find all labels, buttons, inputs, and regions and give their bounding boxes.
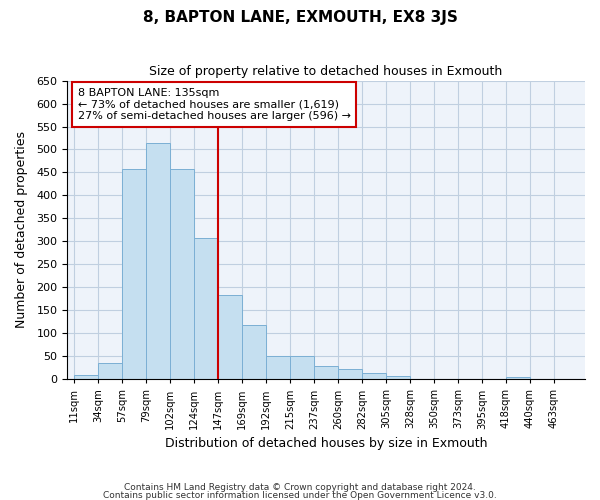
Title: Size of property relative to detached houses in Exmouth: Size of property relative to detached ho… [149, 65, 503, 78]
Bar [170, 169, 194, 380]
Bar [122, 169, 146, 380]
Bar [98, 363, 122, 380]
Bar [146, 142, 170, 380]
Bar [242, 325, 266, 380]
Bar [266, 356, 290, 380]
Bar [506, 377, 530, 380]
Bar [218, 295, 242, 380]
Text: 8 BAPTON LANE: 135sqm
← 73% of detached houses are smaller (1,619)
27% of semi-d: 8 BAPTON LANE: 135sqm ← 73% of detached … [77, 88, 350, 121]
Bar [314, 366, 338, 380]
Y-axis label: Number of detached properties: Number of detached properties [15, 132, 28, 328]
Bar [386, 376, 410, 380]
Text: 8, BAPTON LANE, EXMOUTH, EX8 3JS: 8, BAPTON LANE, EXMOUTH, EX8 3JS [143, 10, 457, 25]
Bar [362, 374, 386, 380]
Text: Contains public sector information licensed under the Open Government Licence v3: Contains public sector information licen… [103, 490, 497, 500]
Bar [338, 369, 362, 380]
Bar [290, 356, 314, 380]
Bar [74, 374, 98, 380]
X-axis label: Distribution of detached houses by size in Exmouth: Distribution of detached houses by size … [165, 437, 487, 450]
Text: Contains HM Land Registry data © Crown copyright and database right 2024.: Contains HM Land Registry data © Crown c… [124, 484, 476, 492]
Bar [194, 238, 218, 380]
